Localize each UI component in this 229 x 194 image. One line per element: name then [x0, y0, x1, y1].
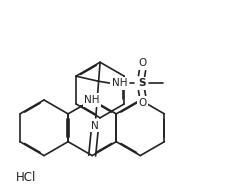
Text: NH: NH	[85, 95, 100, 105]
Text: O: O	[138, 98, 147, 108]
Text: HCl: HCl	[16, 171, 36, 184]
Text: N: N	[91, 121, 99, 131]
Text: O: O	[138, 58, 147, 68]
Text: NH: NH	[112, 78, 128, 88]
Text: S: S	[138, 78, 145, 88]
